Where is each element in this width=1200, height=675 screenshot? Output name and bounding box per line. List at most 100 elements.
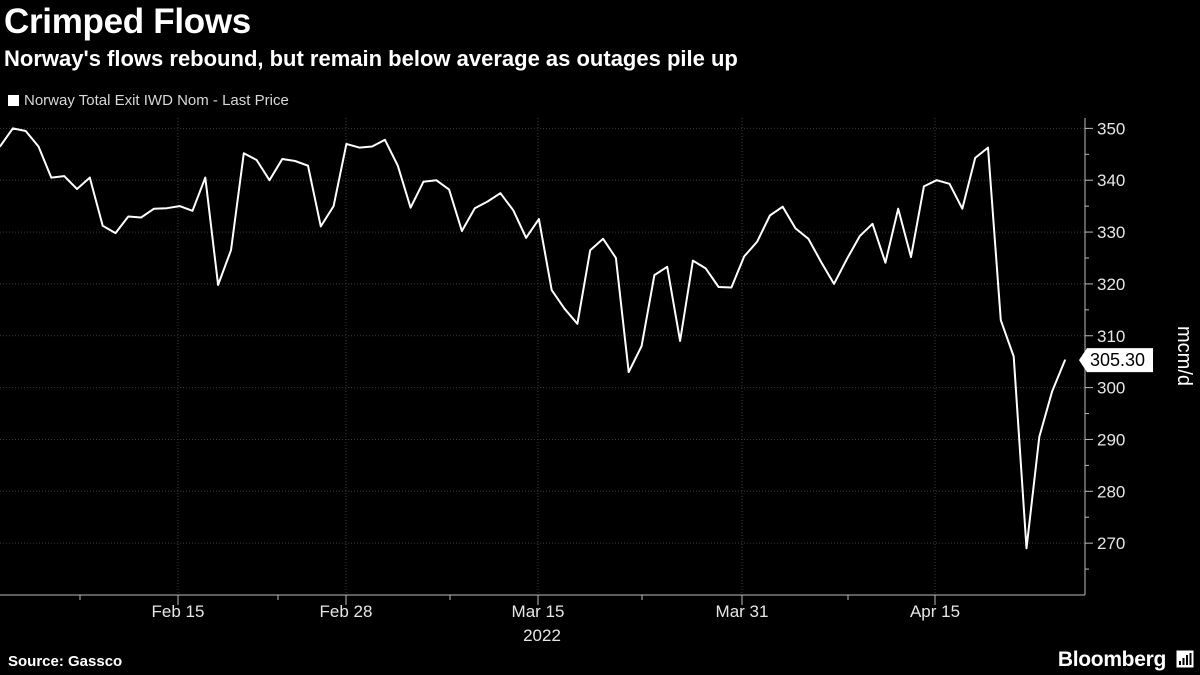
x-year-label: 2022 xyxy=(523,626,561,645)
y-tick-label: 350 xyxy=(1097,119,1125,138)
data-point xyxy=(833,283,835,285)
data-point xyxy=(486,200,489,203)
data-point xyxy=(666,266,668,268)
y-tick-label: 290 xyxy=(1097,430,1125,449)
data-point xyxy=(0,145,1,148)
data-point xyxy=(576,323,579,325)
chart-title: Crimped Flows xyxy=(4,2,251,41)
data-point xyxy=(63,175,65,177)
data-point xyxy=(1064,359,1066,361)
data-point xyxy=(820,261,822,263)
data-point xyxy=(12,127,14,130)
data-point xyxy=(332,205,335,207)
y-tick-label: 320 xyxy=(1097,275,1125,294)
data-point xyxy=(769,214,771,217)
data-point xyxy=(166,207,168,209)
data-point xyxy=(692,259,694,262)
data-point xyxy=(422,181,425,183)
y-tick-label: 270 xyxy=(1097,534,1125,553)
x-axis: Feb 15 Feb 28 Mar 15 Mar 31 Apr 15 2022 xyxy=(0,594,1085,645)
data-point xyxy=(730,286,733,289)
y-axis: 270 280 290 300 310 320 330 340 350 xyxy=(1084,118,1125,595)
data-point xyxy=(704,267,707,270)
data-point xyxy=(935,179,938,181)
data-point xyxy=(781,205,784,208)
data-point xyxy=(76,188,78,190)
data-point xyxy=(461,230,463,232)
data-point xyxy=(230,249,232,251)
data-point xyxy=(320,225,322,228)
data-point xyxy=(50,176,53,179)
data-point xyxy=(858,235,861,237)
data-point xyxy=(640,345,643,347)
last-value-marker: 305.30 xyxy=(1079,348,1153,373)
data-point xyxy=(974,157,976,159)
data-point xyxy=(884,261,887,264)
last-value-label: 305.30 xyxy=(1090,350,1145,370)
data-point xyxy=(525,237,527,239)
data-point xyxy=(794,227,797,230)
data-point xyxy=(563,308,566,310)
data-point xyxy=(1000,319,1002,322)
data-point xyxy=(871,223,874,225)
legend: Norway Total Exit IWD Nom - Last Price xyxy=(8,92,289,109)
data-point xyxy=(474,207,476,209)
data-point xyxy=(204,176,207,179)
x-tick-label: Mar 31 xyxy=(716,602,769,621)
data-point xyxy=(499,192,502,194)
data-point xyxy=(268,179,271,181)
brand-logo: Bloomberg xyxy=(1057,648,1166,671)
bloomberg-terminal-icon xyxy=(1176,650,1194,668)
data-point xyxy=(987,146,989,149)
y-tick-label: 330 xyxy=(1097,223,1125,242)
data-point xyxy=(37,145,40,148)
y-tick-label: 310 xyxy=(1097,327,1125,346)
data-point xyxy=(538,218,540,220)
data-point xyxy=(627,371,630,373)
x-tick-label: Apr 15 xyxy=(910,602,960,621)
data-point xyxy=(717,286,720,288)
data-point xyxy=(217,284,219,286)
legend-swatch xyxy=(8,95,19,106)
data-point xyxy=(743,255,745,258)
data-point xyxy=(846,258,848,260)
data-point xyxy=(448,188,450,191)
data-point xyxy=(1051,390,1053,393)
data-point xyxy=(397,164,399,167)
data-point xyxy=(1038,436,1041,438)
data-point xyxy=(679,340,681,342)
data-point xyxy=(243,152,245,155)
y-tick-label: 340 xyxy=(1097,171,1125,190)
data-point xyxy=(807,238,810,240)
data-point xyxy=(384,139,386,141)
data-point xyxy=(602,238,604,240)
grid xyxy=(0,118,1085,595)
data-point xyxy=(345,143,348,145)
y-axis-label: mcm/d xyxy=(1173,326,1195,386)
data-point xyxy=(1025,547,1028,550)
data-points xyxy=(0,127,1066,550)
data-point xyxy=(127,215,130,218)
data-point xyxy=(191,210,194,212)
data-point xyxy=(948,183,951,185)
x-tick-label: Feb 15 xyxy=(152,602,205,621)
data-point xyxy=(897,207,899,210)
y-tick-label: 280 xyxy=(1097,482,1125,501)
data-point xyxy=(101,225,104,227)
data-point xyxy=(24,130,27,132)
chart-subtitle: Norway's flows rebound, but remain below… xyxy=(4,46,738,71)
data-point xyxy=(89,176,91,179)
data-point xyxy=(550,289,553,291)
data-point xyxy=(1012,355,1015,358)
data-point xyxy=(409,206,412,209)
y-tick-label: 300 xyxy=(1097,379,1125,398)
data-point xyxy=(923,185,925,188)
series-line xyxy=(0,127,1066,550)
data-point xyxy=(358,146,361,149)
legend-label: Norway Total Exit IWD Nom - Last Price xyxy=(24,92,289,109)
data-point xyxy=(140,216,142,219)
data-point xyxy=(512,209,515,212)
data-point xyxy=(178,205,181,207)
last-value-box xyxy=(1079,348,1153,373)
